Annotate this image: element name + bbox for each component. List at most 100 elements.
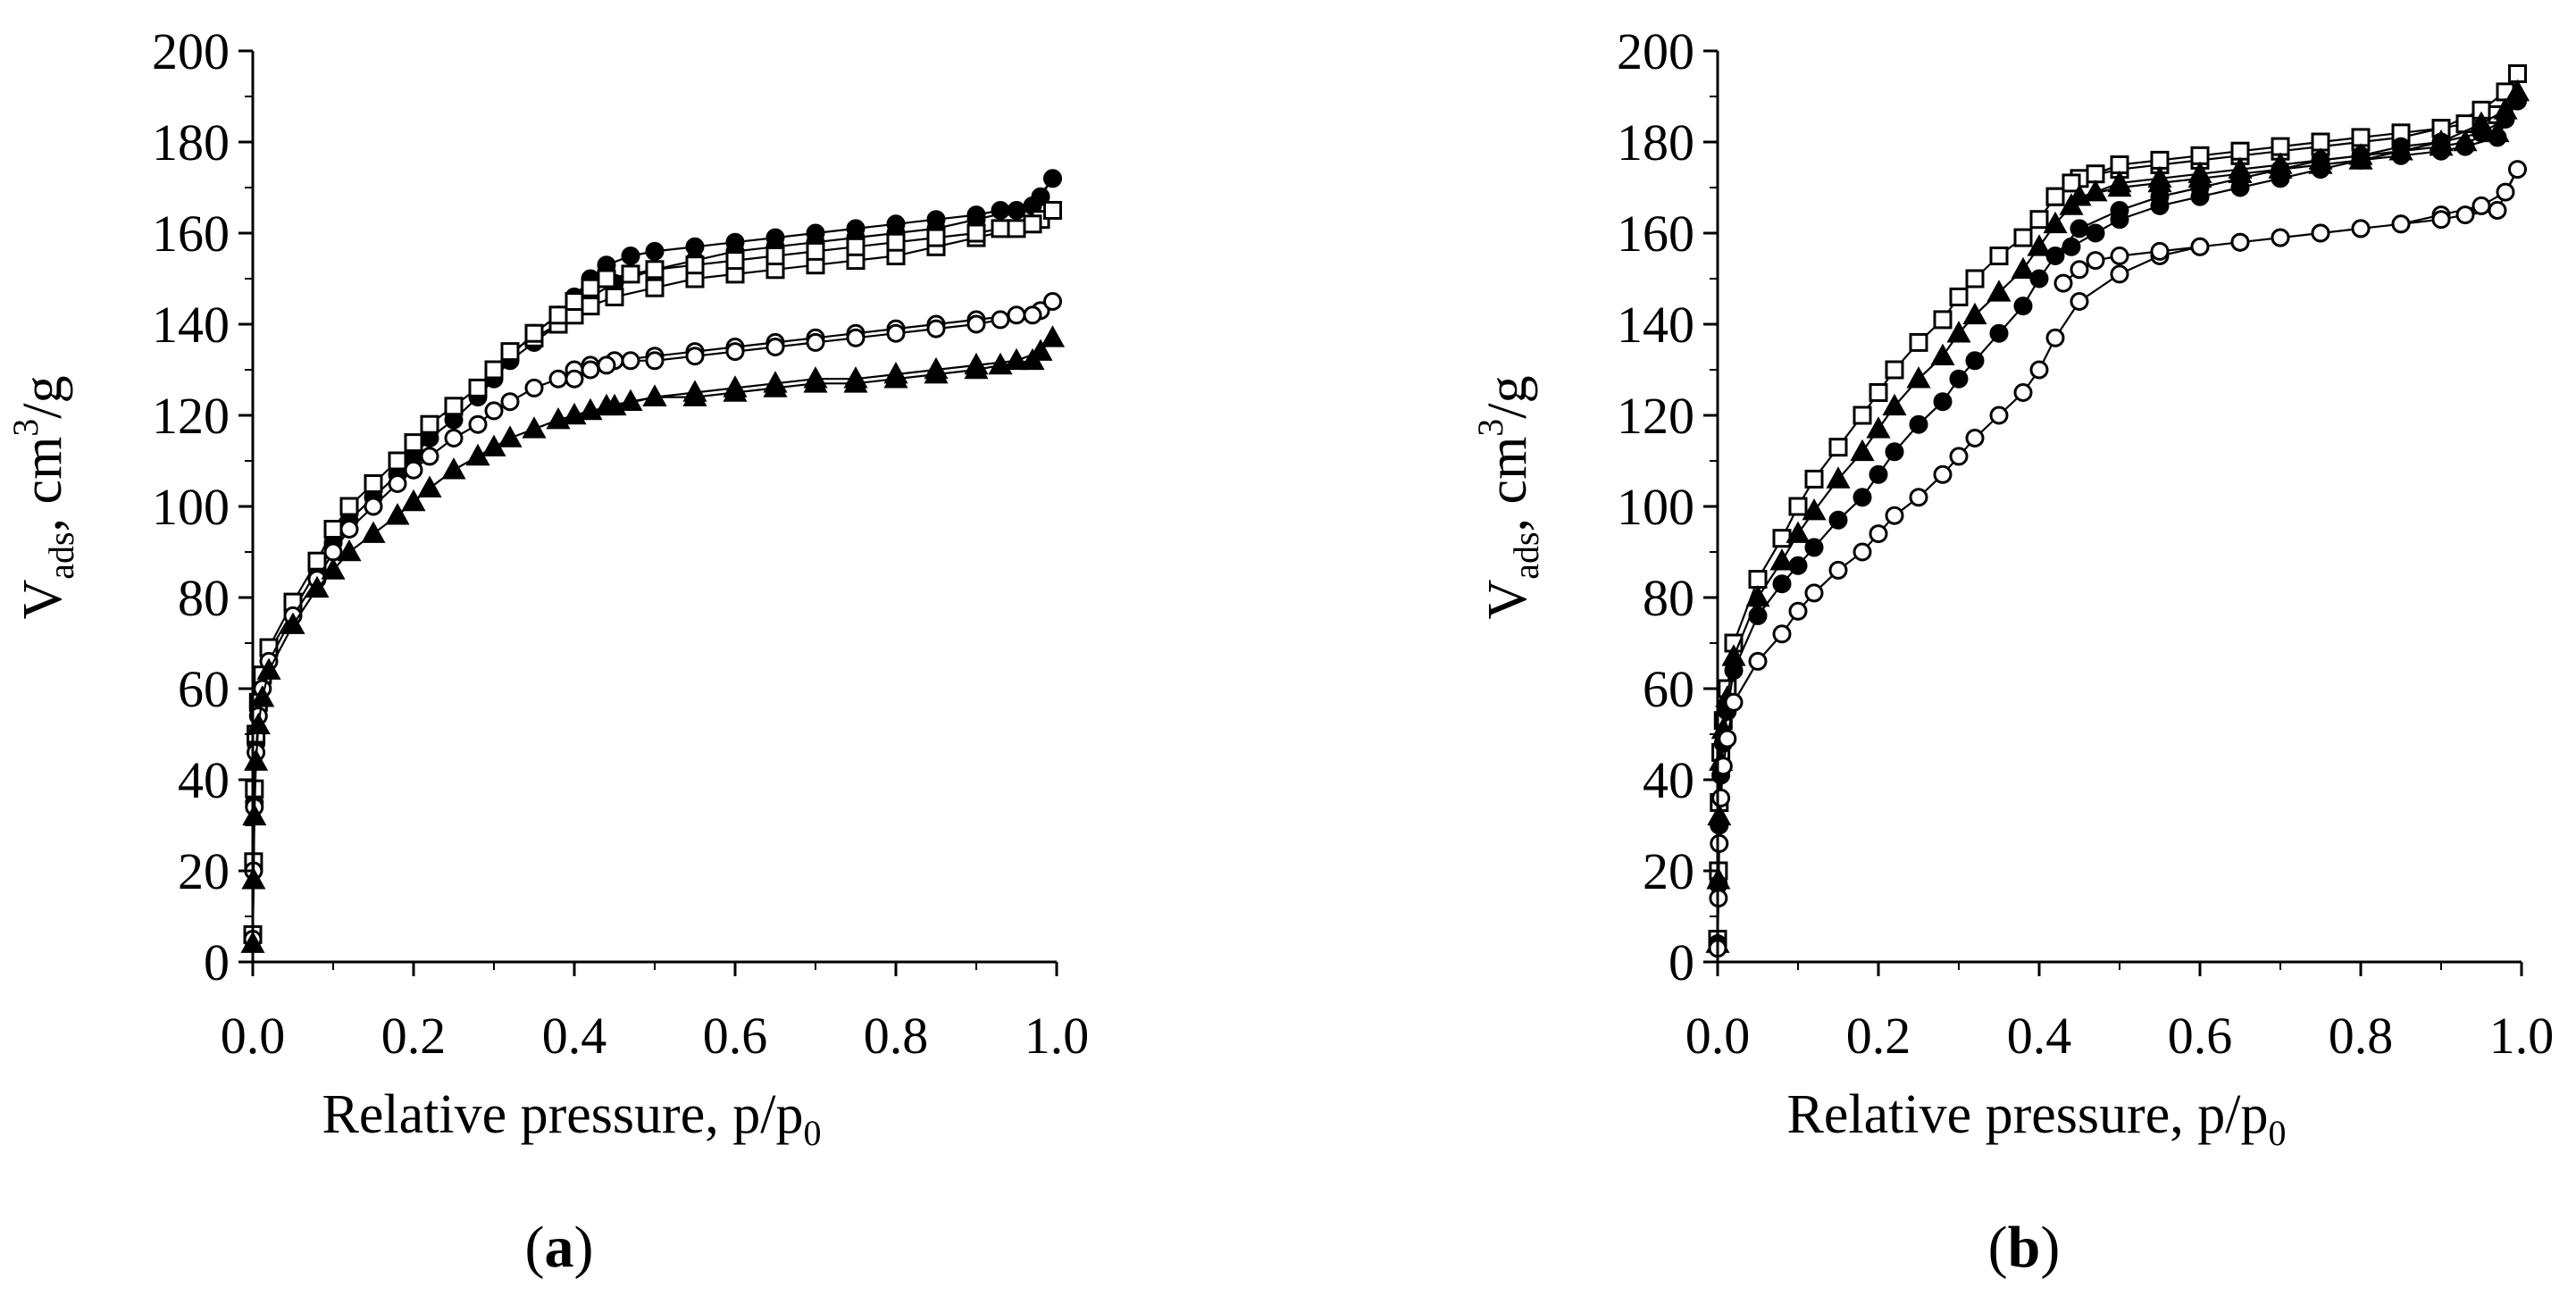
data-point [2496, 182, 2515, 202]
data-point [444, 397, 464, 416]
data-point [645, 278, 665, 297]
data-point [2070, 260, 2089, 280]
data-point [645, 351, 665, 371]
data-point [2230, 141, 2250, 161]
data-point [1962, 302, 1987, 325]
data-point [2029, 269, 2049, 288]
data-point [2508, 91, 2527, 111]
data-point [2086, 251, 2105, 271]
data-point [806, 241, 825, 261]
y-tick-label: 160 [1617, 205, 1694, 263]
data-point [1804, 538, 1824, 557]
data-point [1788, 497, 1808, 516]
data-point [2150, 150, 2170, 170]
data-point [1772, 529, 1792, 548]
data-point [2070, 292, 2089, 311]
data-point [1023, 214, 1042, 234]
data-point [323, 520, 343, 539]
data-point [361, 521, 386, 543]
data-point [1007, 305, 1026, 325]
data-point [685, 255, 705, 275]
data-point [843, 371, 868, 393]
data-point [597, 269, 616, 288]
data-point [404, 433, 423, 453]
data-point [1989, 406, 2009, 425]
data-point [420, 447, 439, 466]
data-point [1023, 305, 1042, 325]
data-point [307, 551, 327, 571]
data-point [305, 575, 330, 598]
data-point [1946, 321, 1971, 343]
data-point [765, 338, 785, 356]
y-tick-label: 60 [1643, 660, 1694, 718]
data-point [725, 232, 745, 252]
data-point [1828, 560, 1848, 580]
data-point [1711, 788, 1731, 807]
series-line-open-circles [1716, 169, 2519, 949]
data-point [385, 503, 410, 525]
data-point [2011, 256, 2036, 280]
data-point [966, 223, 986, 243]
data-point [1040, 325, 1066, 347]
data-point [1745, 584, 1770, 607]
y-tick-label: 20 [1643, 842, 1694, 900]
data-point [926, 210, 946, 230]
data-point [388, 451, 407, 471]
data-point [2029, 210, 2049, 230]
data-point [725, 342, 745, 362]
data-point [1869, 464, 1888, 484]
panel-label-a: (a) [525, 1215, 594, 1280]
x-tick-label: 0.4 [542, 1007, 607, 1065]
data-point [2391, 146, 2411, 165]
data-point [2311, 132, 2330, 152]
data-point [522, 416, 547, 439]
x-tick-label: 0.2 [1846, 1007, 1911, 1065]
data-point [404, 460, 423, 480]
data-point [803, 371, 828, 393]
y-tick-label: 180 [152, 113, 230, 171]
data-point [846, 237, 866, 256]
data-point [2351, 128, 2371, 147]
data-point [1043, 201, 1062, 220]
data-point [498, 425, 523, 447]
data-point [2086, 164, 2105, 184]
data-point [1909, 332, 1928, 352]
y-axis-label: Vads, cm3/g [1470, 375, 1546, 619]
data-point [2455, 205, 2475, 225]
data-point [2070, 219, 2089, 238]
data-point [1828, 438, 1848, 457]
data-point [645, 241, 665, 261]
data-point [846, 328, 866, 347]
data-point [988, 352, 1013, 375]
data-point [1949, 369, 1969, 389]
data-point [1788, 601, 1808, 621]
data-point [725, 251, 745, 271]
chart-panel-a: 0 20 40 60 80 100 120 140 160 180 200 0.0 0.2 0.4 0.6 0… [5, 22, 1089, 1280]
y-tick-label: 60 [178, 660, 230, 718]
data-point [991, 219, 1010, 238]
data-point [2013, 297, 2033, 316]
data-point [2110, 155, 2129, 174]
data-point [2045, 247, 2065, 265]
data-point [924, 362, 949, 384]
chart-a-marks [240, 169, 1066, 953]
data-point [594, 393, 619, 416]
data-point [2150, 196, 2170, 215]
data-point [2351, 219, 2371, 238]
data-point [1850, 439, 1875, 462]
data-point [1909, 488, 1928, 507]
data-point [621, 264, 640, 284]
x-tick-label: 0.0 [1685, 1007, 1751, 1065]
data-point [1004, 347, 1029, 371]
data-point [723, 380, 748, 402]
data-point [2431, 141, 2451, 161]
data-point [2496, 110, 2515, 129]
data-point [926, 319, 946, 339]
panel-label-b: (b) [1988, 1215, 2061, 1280]
y-tick-label: 0 [1669, 933, 1694, 991]
data-point [524, 323, 544, 343]
data-point [2230, 178, 2250, 197]
data-point [420, 414, 439, 434]
data-point [2271, 137, 2290, 156]
data-point [364, 497, 383, 516]
